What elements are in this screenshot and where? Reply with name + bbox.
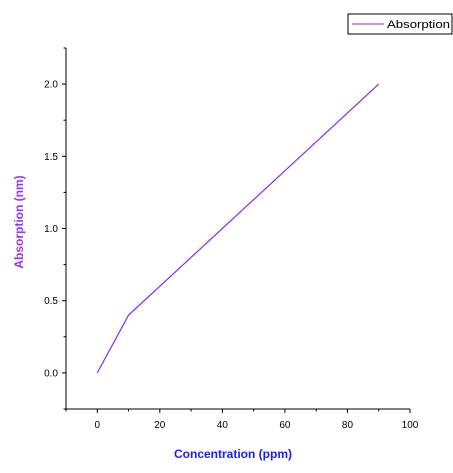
x-tick-label: 60 (279, 420, 291, 431)
series-line (96, 83, 380, 374)
x-tick-label: 40 (217, 420, 229, 431)
y-tick-label: 1.5 (44, 152, 58, 163)
y-tick-label: 0.5 (44, 296, 58, 307)
x-tick-label: 80 (342, 420, 354, 431)
y-tick-label: 2.0 (44, 80, 58, 91)
y-ticks: 0.0 0.5 1.0 1.5 2.0 (44, 47, 66, 410)
legend: Absorption (347, 13, 453, 35)
legend-label: Absorption (387, 19, 450, 31)
x-axis-title: Concentration (ppm) (174, 447, 292, 461)
y-tick-label: 0.0 (44, 368, 58, 379)
x-tick-label: 20 (154, 420, 166, 431)
series-lines (96, 83, 380, 374)
y-axis-title: Absorption (nm) (12, 175, 26, 268)
legend-box (347, 13, 453, 35)
y-tick-label: 1.0 (44, 224, 58, 235)
x-tick-label: 0 (94, 420, 100, 431)
x-tick-label: 100 (402, 420, 419, 431)
x-ticks: 0 20 40 60 80 100 (65, 409, 419, 431)
